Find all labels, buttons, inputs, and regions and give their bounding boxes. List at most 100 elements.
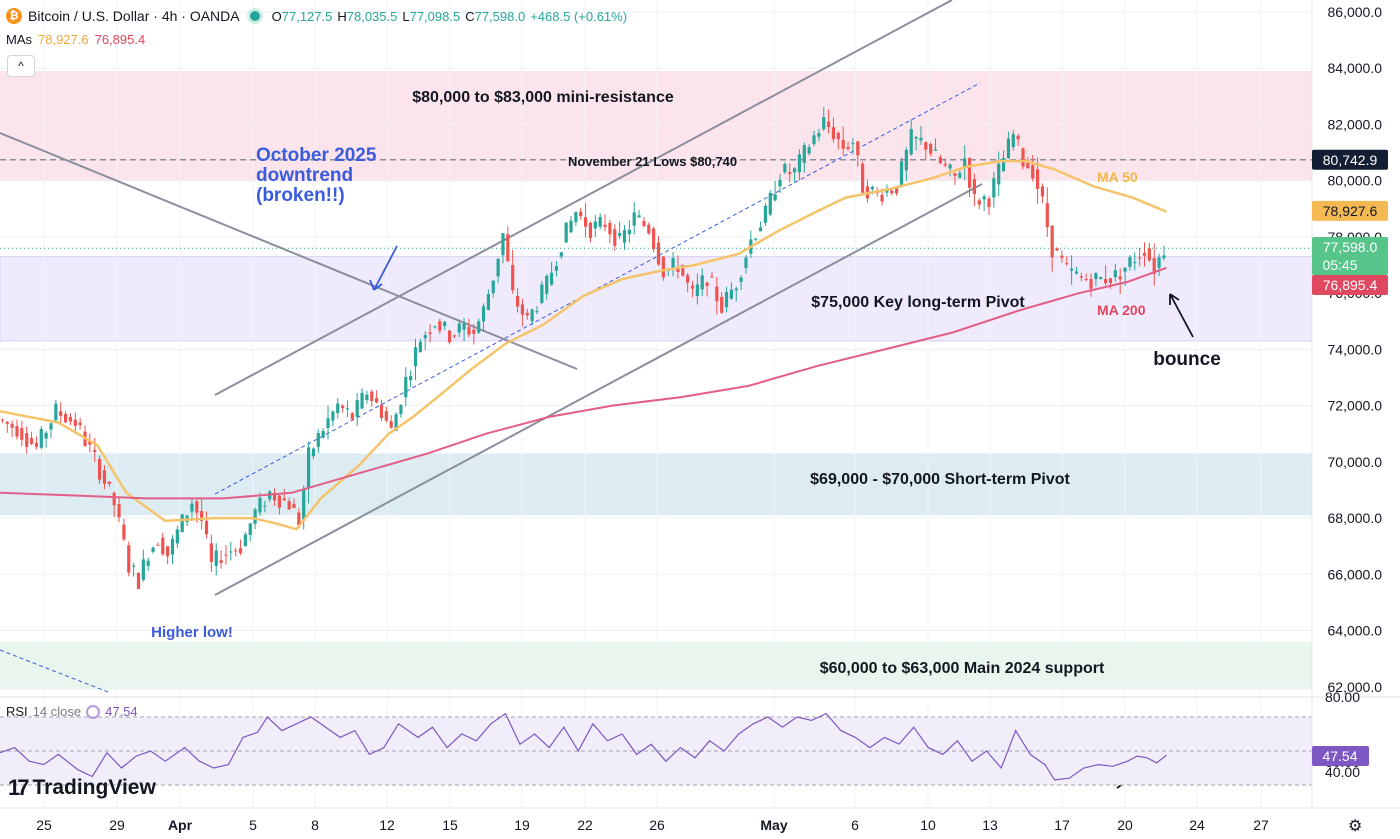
- candle-body: [754, 238, 758, 240]
- candle-body: [574, 212, 578, 222]
- ma50-tag-text: 78,927.6: [1323, 203, 1378, 219]
- downtrend-line[interactable]: [0, 132, 578, 370]
- collapse-legend-button[interactable]: ^: [7, 55, 35, 77]
- candle-body: [68, 416, 73, 422]
- tradingview-logo[interactable]: 17 TradingView: [8, 775, 156, 801]
- candle-body: [836, 132, 840, 140]
- candle-body: [763, 205, 768, 223]
- channel-lower[interactable]: [214, 183, 983, 596]
- candle-body: [909, 129, 913, 155]
- candle-body: [700, 275, 704, 290]
- candle-body: [827, 121, 831, 128]
- candle-body: [25, 433, 29, 447]
- candle-body: [1006, 138, 1011, 159]
- candle-body: [447, 330, 452, 343]
- candle-body: [729, 289, 733, 299]
- candle-body: [899, 161, 904, 187]
- candle-body: [63, 414, 68, 423]
- candle-body: [360, 392, 364, 409]
- price-tick-label: 82,000.0: [1328, 116, 1383, 132]
- candle-body: [603, 224, 607, 227]
- candle-body: [350, 413, 354, 420]
- candle-body: [822, 116, 826, 130]
- candle-body: [54, 403, 58, 421]
- high-value: H78,035.5: [337, 8, 398, 24]
- candle-body: [209, 543, 213, 562]
- candle-body: [549, 272, 554, 285]
- ma50-legend-value: 78,927.6: [38, 32, 89, 47]
- zone-3: [0, 641, 1312, 690]
- candle-body: [652, 228, 656, 250]
- candle-body: [1031, 165, 1035, 179]
- rsi-line[interactable]: [0, 712, 1167, 781]
- moving-averages-legend[interactable]: MAs 78,927.6 76,895.4: [6, 32, 145, 47]
- candle-body: [622, 230, 627, 243]
- candle-body: [588, 222, 593, 239]
- time-tick-label: 24: [1189, 817, 1205, 833]
- candle-body: [238, 548, 243, 553]
- ma50-label: MA 50: [1097, 169, 1138, 185]
- candle-body: [851, 143, 855, 145]
- candle-body: [1035, 169, 1040, 189]
- candle-body: [136, 572, 141, 590]
- candle-body: [112, 492, 116, 506]
- candle-body: [656, 242, 661, 265]
- tradingview-mark-icon: 17: [8, 775, 30, 800]
- candle-body: [472, 329, 476, 334]
- symbol-title[interactable]: Bitcoin / U.S. Dollar · 4h · OANDA: [28, 8, 240, 24]
- candle-body: [661, 256, 665, 278]
- candle-body: [540, 284, 544, 303]
- candle-body: [987, 198, 991, 208]
- price-tick-label: 68,000.0: [1328, 510, 1383, 526]
- candle-body: [467, 326, 471, 335]
- candle-body: [958, 172, 962, 178]
- candle-body: [384, 411, 388, 421]
- candle-body: [982, 196, 986, 200]
- candle-body: [404, 376, 408, 398]
- candle-body: [929, 144, 933, 154]
- candle-body: [520, 304, 525, 315]
- candle-body: [1123, 267, 1127, 272]
- last-price-tag-text2: 05:45: [1322, 257, 1357, 273]
- channel-upper[interactable]: [214, 0, 953, 396]
- price-tick-label: 72,000.0: [1328, 398, 1383, 414]
- candle-body: [579, 211, 583, 216]
- ma200-line[interactable]: [0, 266, 1167, 500]
- candle-body: [647, 224, 651, 234]
- ma200-tag: [1312, 275, 1388, 295]
- level-tag: [1312, 149, 1388, 170]
- candle-body: [190, 503, 194, 512]
- candle-body: [1026, 161, 1030, 169]
- candle-body: [977, 200, 981, 205]
- candle-body: [39, 429, 43, 448]
- candle-body: [1084, 279, 1088, 281]
- candle-body: [807, 147, 811, 154]
- candle-body: [49, 423, 53, 430]
- candle-body: [166, 546, 170, 557]
- candle-body: [564, 222, 568, 243]
- candle-body: [676, 266, 680, 272]
- rsi-legend[interactable]: RSI 14 close 47.54: [6, 704, 138, 719]
- candle-body: [515, 295, 520, 307]
- candle-body: [705, 282, 709, 287]
- lower-dashed-trend[interactable]: [0, 649, 109, 693]
- candle-body: [948, 164, 952, 169]
- time-tick-label: 25: [36, 817, 52, 833]
- candle-body: [997, 163, 1001, 185]
- ma50-line[interactable]: [0, 159, 1167, 531]
- time-tick-label: 29: [109, 817, 125, 833]
- candle-body: [861, 163, 865, 193]
- price-tick-label: 84,000.0: [1328, 60, 1383, 76]
- gear-icon[interactable]: ⚙: [1348, 818, 1363, 835]
- candle-body: [127, 545, 131, 573]
- candle-body: [768, 193, 772, 215]
- candle-body: [904, 150, 908, 171]
- candle-body: [943, 163, 947, 166]
- candle-body: [394, 414, 398, 431]
- candle-body: [44, 432, 48, 439]
- rsi-params: 14 close: [32, 704, 82, 719]
- candle-body: [78, 422, 82, 425]
- candle-body: [783, 163, 787, 173]
- price-tick-label: 70,000.0: [1328, 454, 1383, 470]
